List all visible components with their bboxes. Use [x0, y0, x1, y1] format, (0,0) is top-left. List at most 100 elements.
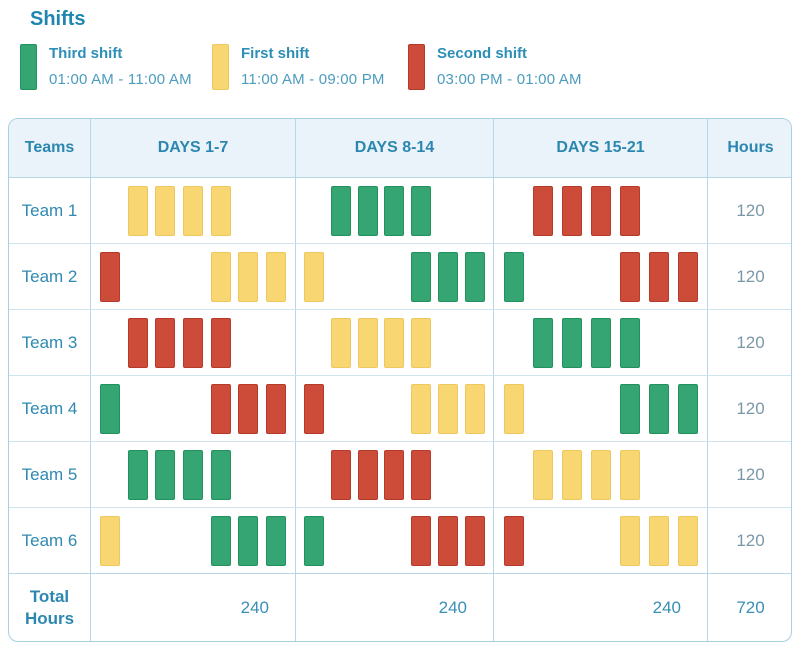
- day-slot: [586, 252, 615, 302]
- grand-total-hours: 720: [736, 597, 765, 617]
- day-slot: [499, 186, 528, 236]
- day-slot: [615, 449, 644, 500]
- second-shift-bar: [503, 515, 524, 566]
- second-shift-bar: [210, 383, 231, 434]
- day-slot: [381, 516, 408, 566]
- day-slot: [354, 317, 381, 368]
- shift-schedule-table: Teams DAYS 1-7 DAYS 8-14 DAYS 15-21 Hour…: [8, 118, 792, 642]
- second-shift-bar: [155, 317, 176, 368]
- first-shift-bar: [561, 449, 582, 500]
- second-shift-bar: [677, 251, 698, 302]
- day-slot: [673, 318, 702, 368]
- total-week1-hours: 240: [91, 574, 296, 641]
- day-slot: [207, 515, 235, 566]
- legend-time: 03:00 PM - 01:00 AM: [437, 71, 582, 88]
- team-hours: 120: [736, 266, 765, 286]
- day-slot: [328, 516, 355, 566]
- day-slot: [381, 317, 408, 368]
- third-shift-bar: [503, 251, 524, 302]
- day-slot: [499, 383, 528, 434]
- third-shift-bar: [238, 515, 259, 566]
- day-slot: [615, 185, 644, 236]
- week-cell: [91, 376, 296, 441]
- day-slot: [207, 449, 235, 500]
- week-cell: [296, 178, 494, 243]
- third-shift-bar: [677, 383, 698, 434]
- day-slot: [673, 251, 702, 302]
- team-label: Team 4: [9, 376, 91, 441]
- day-slot: [615, 317, 644, 368]
- day-slot: [179, 185, 207, 236]
- day-slot: [207, 317, 235, 368]
- team-row: Team 5 120: [9, 441, 791, 507]
- day-slot: [301, 251, 328, 302]
- team-row: Team 3 120: [9, 309, 791, 375]
- first-shift-bar: [411, 383, 432, 434]
- week-cell: [296, 442, 494, 507]
- day-slot: [96, 186, 124, 236]
- column-header-days-15-21: DAYS 15-21: [494, 119, 708, 177]
- day-slot: [354, 449, 381, 500]
- day-slot: [615, 251, 644, 302]
- day-slot: [499, 515, 528, 566]
- day-slot: [381, 449, 408, 500]
- first-shift-bar: [437, 383, 458, 434]
- first-shift-bar: [155, 185, 176, 236]
- third-shift-bar: [357, 185, 378, 236]
- day-slot: [461, 383, 488, 434]
- third-shift-bar: [464, 251, 485, 302]
- second-shift-swatch: [408, 44, 425, 90]
- legend-time: 01:00 AM - 11:00 AM: [49, 71, 192, 88]
- day-slot: [461, 251, 488, 302]
- second-shift-bar: [210, 317, 231, 368]
- legend-item-second-shift: Second shift 03:00 PM - 01:00 AM: [408, 44, 582, 90]
- day-slot: [262, 383, 290, 434]
- week-cell: [494, 178, 708, 243]
- column-header-days-8-14: DAYS 8-14: [296, 119, 494, 177]
- third-shift-bar: [99, 383, 120, 434]
- second-shift-bar: [411, 515, 432, 566]
- first-shift-bar: [210, 251, 231, 302]
- day-slot: [644, 383, 673, 434]
- first-shift-bar: [99, 515, 120, 566]
- second-shift-bar: [464, 515, 485, 566]
- day-slot: [435, 383, 462, 434]
- day-slot: [461, 318, 488, 368]
- day-slot: [179, 449, 207, 500]
- day-slot: [461, 450, 488, 500]
- day-slot: [151, 384, 179, 434]
- day-slot: [528, 252, 557, 302]
- third-shift-bar: [182, 449, 203, 500]
- day-slot: [586, 317, 615, 368]
- team-label: Team 6: [9, 508, 91, 573]
- third-shift-bar: [210, 449, 231, 500]
- day-slot: [96, 318, 124, 368]
- week-cell: [91, 244, 296, 309]
- week-cell: [494, 376, 708, 441]
- day-slot: [235, 383, 263, 434]
- day-slot: [328, 317, 355, 368]
- day-slot: [124, 317, 152, 368]
- day-slot: [408, 185, 435, 236]
- week-cell: [296, 310, 494, 375]
- day-slot: [235, 515, 263, 566]
- day-slot: [207, 185, 235, 236]
- total-week3-hours: 240: [494, 574, 708, 641]
- column-header-hours: Hours: [727, 139, 774, 156]
- day-slot: [586, 449, 615, 500]
- day-slot: [644, 251, 673, 302]
- day-slot: [435, 186, 462, 236]
- day-slot: [301, 450, 328, 500]
- first-shift-bar: [532, 449, 553, 500]
- legend-label: Second shift: [437, 45, 528, 62]
- day-slot: [528, 449, 557, 500]
- total-week2-hours: 240: [296, 574, 494, 641]
- second-shift-bar: [357, 449, 378, 500]
- second-shift-bar: [266, 383, 287, 434]
- day-slot: [207, 383, 235, 434]
- week-cell: [494, 310, 708, 375]
- day-slot: [557, 252, 586, 302]
- first-shift-bar: [464, 383, 485, 434]
- third-shift-bar: [266, 515, 287, 566]
- first-shift-bar: [210, 185, 231, 236]
